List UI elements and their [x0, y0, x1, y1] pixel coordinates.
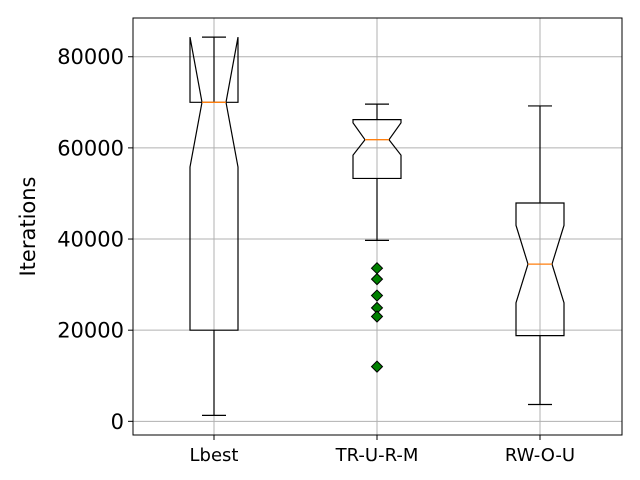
boxes-layer	[189, 36, 565, 417]
notched-box	[515, 202, 565, 337]
box-tr-u-r-m	[352, 103, 402, 373]
notched-box	[352, 119, 402, 180]
y-axis-ticks: 0 20000 40000 60000 80000	[57, 45, 133, 434]
x-axis-ticks: Lbest TR-U-R-M RW-O-U	[190, 435, 575, 466]
box-lbest	[189, 36, 239, 417]
y-tick-label: 0	[111, 410, 124, 434]
y-tick-label: 40000	[57, 228, 124, 252]
flier-point	[370, 261, 384, 275]
x-tick-label: RW-O-U	[505, 445, 575, 466]
flier-point	[370, 289, 384, 302]
flier-point	[370, 310, 384, 323]
flier-point	[370, 360, 384, 373]
y-axis-label: Iterations	[16, 176, 40, 276]
y-tick-label: 80000	[57, 45, 124, 69]
notched-box	[189, 37, 239, 331]
x-tick-label: TR-U-R-M	[335, 445, 419, 466]
flier-point	[370, 272, 384, 286]
box-rw-o-u	[515, 105, 565, 406]
x-tick-label: Lbest	[190, 445, 239, 466]
y-tick-label: 60000	[57, 136, 124, 160]
y-tick-label: 20000	[57, 319, 124, 343]
